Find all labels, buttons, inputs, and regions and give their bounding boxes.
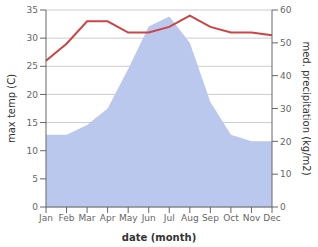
svg-text:Dec: Dec [263,213,280,223]
svg-text:5: 5 [32,174,38,184]
svg-text:Jun: Jun [141,213,156,223]
svg-text:Apr: Apr [100,213,116,223]
svg-text:Mar: Mar [79,213,96,223]
svg-text:15: 15 [27,118,38,128]
svg-text:20: 20 [27,90,39,100]
svg-text:60: 60 [280,5,292,15]
svg-text:Oct: Oct [223,213,239,223]
svg-text:Aug: Aug [181,213,199,223]
svg-text:30: 30 [27,33,39,43]
svg-text:10: 10 [27,146,39,156]
svg-text:date (month): date (month) [122,232,196,243]
svg-text:Nov: Nov [243,213,261,223]
svg-text:10: 10 [280,169,292,179]
svg-text:30: 30 [280,104,292,114]
svg-text:20: 20 [280,137,292,147]
svg-text:May: May [119,213,138,223]
svg-text:35: 35 [27,5,38,15]
svg-text:Sep: Sep [202,213,219,223]
svg-text:0: 0 [280,202,286,212]
svg-text:Jul: Jul [163,213,175,223]
svg-text:40: 40 [280,71,292,81]
svg-text:50: 50 [280,38,292,48]
svg-text:Jan: Jan [38,213,53,223]
svg-text:Feb: Feb [59,213,75,223]
svg-text:max temp (C): max temp (C) [8,74,17,143]
svg-text:med. precipitation (kg/m2): med. precipitation (kg/m2) [301,41,310,175]
svg-text:25: 25 [27,61,38,71]
svg-text:0: 0 [32,202,38,212]
